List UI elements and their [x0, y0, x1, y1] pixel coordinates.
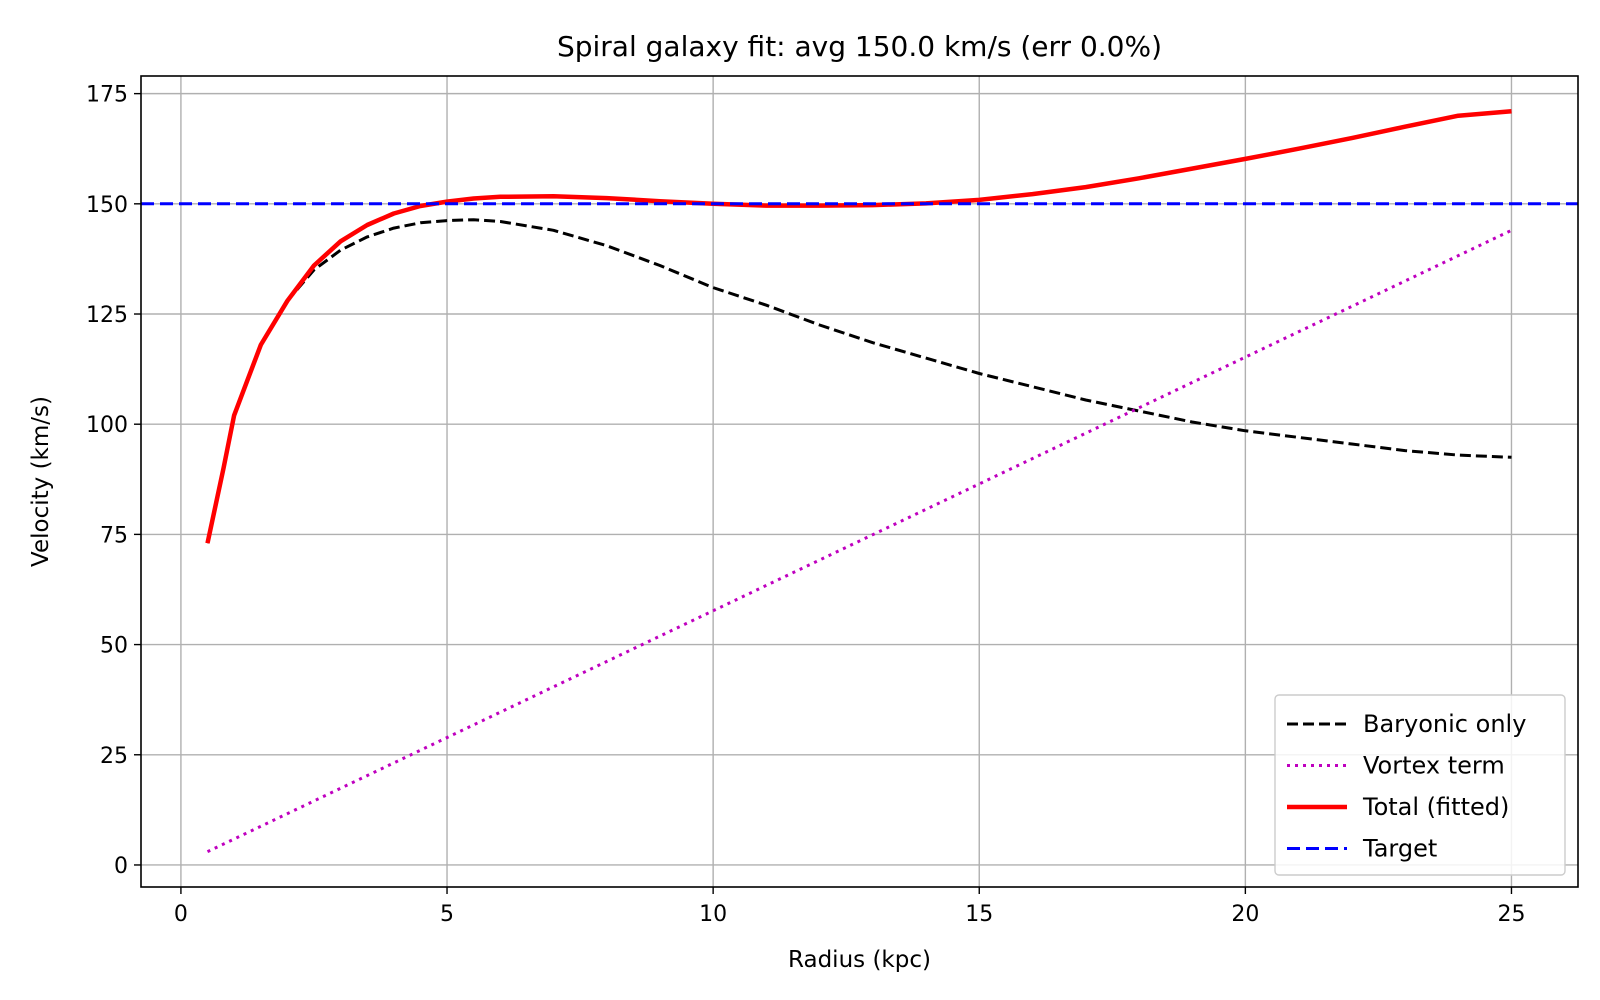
legend: Baryonic only Vortex term Total (fitted) Ta… — [1274, 694, 1566, 876]
y-axis-label: Velocity (km/s) — [28, 396, 54, 567]
x-tick-label: 5 — [440, 902, 454, 927]
x-tick-label: 20 — [1231, 902, 1259, 927]
plot-frame — [140, 75, 1579, 888]
legend-label: Target — [1362, 835, 1437, 863]
legend-label: Baryonic only — [1363, 710, 1526, 738]
y-tick-label: 75 — [100, 523, 128, 548]
series-line-baryonic-only — [206, 218, 1512, 544]
chart-title: Spiral galaxy fit: avg 150.0 km/s (err 0… — [557, 30, 1162, 63]
y-tick-label: 0 — [114, 854, 128, 879]
series-layer — [141, 109, 1578, 854]
legend-label: Vortex term — [1363, 752, 1505, 780]
tick-layer: 0 5 10 15 20 25 0 25 50 75 100 125 150 175 — [86, 83, 1525, 927]
x-axis-label: Radius (kpc) — [788, 947, 931, 973]
y-tick-label: 50 — [100, 634, 128, 659]
y-tick-label: 175 — [86, 83, 128, 108]
legend-box — [1274, 694, 1566, 876]
y-tick-label: 25 — [100, 744, 128, 769]
series-line-vortex-term — [206, 228, 1513, 854]
x-tick-label: 0 — [174, 902, 188, 927]
legend-label: Total (fitted) — [1362, 793, 1509, 821]
series-line-total-fitted — [205, 109, 1512, 544]
x-tick-label: 15 — [965, 902, 993, 927]
y-tick-label: 100 — [86, 413, 128, 438]
x-tick-label: 25 — [1497, 902, 1525, 927]
y-tick-label: 125 — [86, 303, 128, 328]
y-tick-label: 150 — [86, 193, 128, 218]
x-tick-label: 10 — [699, 902, 727, 927]
grid-layer — [141, 76, 1578, 887]
